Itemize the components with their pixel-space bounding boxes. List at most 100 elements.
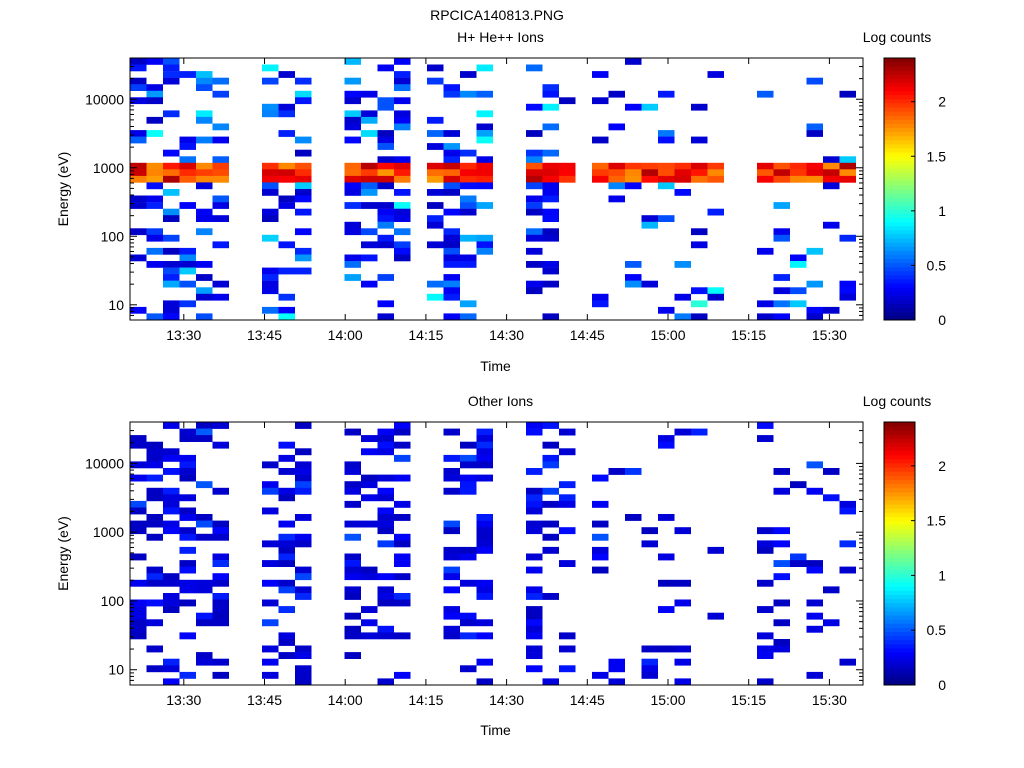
heatmap-cell [163, 422, 180, 429]
colorbar-swatch [884, 274, 915, 280]
heatmap-cell [476, 162, 493, 170]
heatmap-cell [823, 494, 840, 502]
colorbar-swatch [884, 541, 915, 546]
heatmap-cell [427, 175, 444, 183]
heatmap-cell [658, 162, 675, 170]
heatmap-cell [542, 208, 559, 216]
heatmap-cell [542, 123, 559, 131]
heatmap-cell [196, 579, 213, 587]
heatmap-cell [163, 58, 180, 65]
colorbar-swatch [884, 458, 915, 464]
heatmap-cell [212, 441, 229, 449]
heatmap-cell [295, 448, 312, 456]
heatmap-cell [773, 175, 790, 183]
heatmap-cell [608, 678, 625, 686]
heatmap-cell [163, 665, 180, 673]
colorbar-swatch [884, 242, 915, 247]
heatmap-cell [179, 136, 196, 144]
x-tick-label: 15:00 [650, 327, 685, 343]
heatmap-cell [196, 514, 213, 521]
heatmap-cell [130, 632, 147, 640]
heatmap-cells [130, 58, 856, 321]
x-tick-label: 14:30 [489, 327, 524, 343]
heatmap-cell [641, 658, 658, 666]
heatmap-cell [559, 560, 576, 567]
heatmap-cell [278, 606, 295, 613]
colorbar-tick-label: 1.5 [927, 148, 947, 164]
heatmap-cell [344, 182, 361, 190]
plot-frame [129, 57, 864, 321]
heatmap-cell [212, 280, 229, 288]
heatmap-cell [394, 454, 411, 462]
heatmap-cell [344, 553, 361, 561]
heatmap-cell [625, 274, 642, 281]
heatmap-cell [295, 540, 312, 548]
heatmap-cell [526, 586, 543, 594]
heatmap-cell [262, 189, 279, 196]
heatmap-cell [443, 175, 460, 183]
heatmap-cell [674, 527, 691, 535]
heatmap-cell [773, 468, 790, 475]
heatmap-cell [773, 313, 790, 321]
colorbar-swatch [884, 561, 915, 567]
heatmap-cell [196, 313, 213, 321]
panel-title: Other Ions [468, 393, 533, 409]
heatmap-cell [344, 566, 361, 574]
heatmap-cell [130, 441, 147, 449]
heatmap-cell [344, 123, 361, 131]
heatmap-cell [542, 234, 559, 242]
colorbar-tick-label: 0.5 [927, 622, 947, 638]
heatmap-cell [179, 586, 196, 594]
heatmap-cell [559, 162, 576, 170]
heatmap-cell [361, 481, 378, 489]
heatmap-cell [394, 540, 411, 548]
heatmap-cell [278, 546, 295, 554]
heatmap-cell [130, 77, 147, 85]
heatmap-cell [542, 313, 559, 321]
heatmap-cell [130, 64, 147, 72]
heatmap-cell [130, 306, 147, 314]
heatmap-cell [443, 474, 460, 482]
heatmap-cell [196, 136, 213, 144]
heatmap-cell [641, 540, 658, 548]
heatmap-cell [526, 520, 543, 528]
colorbar-swatch [884, 156, 915, 161]
heatmap-cell [179, 162, 196, 170]
heatmap-cell [460, 162, 477, 170]
colorbar-tick-label: 1 [938, 567, 946, 583]
heatmap-cell [559, 665, 576, 673]
colorbar-swatch [884, 279, 915, 284]
heatmap-cell [757, 632, 774, 640]
colorbar-swatch [884, 131, 915, 137]
heatmap-cell [476, 182, 493, 190]
colorbar-swatch [884, 454, 915, 460]
heatmap-cell [130, 553, 147, 561]
heatmap-cell [212, 162, 229, 170]
heatmap-cell [526, 593, 543, 600]
heatmap-cell [806, 175, 823, 183]
heatmap-cell [130, 507, 147, 515]
x-axis-label: Time [480, 358, 511, 374]
heatmap-cell [476, 435, 493, 442]
heatmap-cell [344, 500, 361, 508]
heatmap-cell [823, 175, 840, 183]
heatmap-cell [443, 612, 460, 620]
heatmap-cell [823, 182, 840, 190]
heatmap-cell [278, 533, 295, 541]
heatmap-cell [542, 533, 559, 541]
heatmap-cell [262, 579, 279, 587]
heatmap-cell [773, 619, 790, 627]
heatmap-cell [559, 494, 576, 502]
heatmap-cell [295, 247, 312, 255]
heatmap-cell [196, 658, 213, 666]
colorbar-swatch [884, 135, 915, 141]
heatmap-cell [212, 422, 229, 429]
heatmap-cell [278, 293, 295, 301]
heatmap-cell [542, 487, 559, 495]
heatmap-cell [377, 441, 394, 449]
heatmap-cell [394, 241, 411, 249]
heatmap-cell [641, 645, 658, 653]
heatmap-cell [295, 169, 312, 177]
heatmap-cell [179, 527, 196, 535]
heatmap-cell [443, 287, 460, 295]
